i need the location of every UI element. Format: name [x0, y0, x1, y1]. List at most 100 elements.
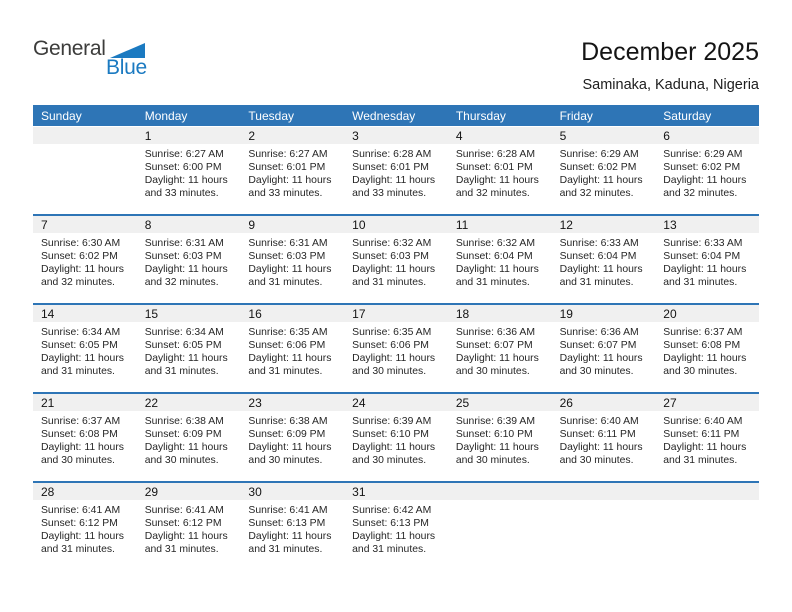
day-cell-7: 7 Sunrise: 6:30 AM Sunset: 6:02 PM Daylight… [33, 216, 137, 303]
weekday-header-sunday: Sunday [41, 108, 82, 123]
day-daylight-line1: Daylight: 11 hours [248, 264, 332, 275]
day-sunset: Sunset: 6:04 PM [455, 251, 533, 262]
weekday-header-friday: Friday [559, 108, 593, 123]
day-sunset: Sunset: 6:03 PM [352, 251, 429, 262]
day-sunrise: Sunrise: 6:33 AM [559, 238, 639, 249]
day-sunset: Sunset: 6:10 PM [352, 429, 429, 440]
day-cell-20: 20 Sunrise: 6:37 AM Sunset: 6:08 PM Dayligh… [655, 305, 759, 392]
logo-word-blue: Blue [106, 56, 147, 79]
day-cell-1: 1 Sunrise: 6:27 AM Sunset: 6:00 PM Daylight… [136, 127, 241, 214]
day-details: Sunrise: 6:29 AM Sunset: 6:02 PM Daylight:… [655, 144, 759, 200]
day-daylight-line1: Daylight: 11 hours [144, 264, 228, 275]
day-daylight-line2: and 30 minutes. [559, 366, 634, 377]
day-sunset: Sunset: 6:11 PM [663, 429, 740, 440]
day-daylight-line2: and 31 minutes. [248, 544, 323, 555]
day-daylight-line2: and 33 minutes. [352, 188, 427, 199]
day-number-band: 10 [344, 216, 448, 233]
day-number-band: 31 [344, 483, 448, 500]
day-number-band: 2 [240, 127, 345, 144]
day-number-band: 23 [240, 394, 345, 411]
day-cell-empty [551, 483, 656, 570]
day-cell-29: 29 Sunrise: 6:41 AM Sunset: 6:12 PM Dayligh… [136, 483, 241, 570]
day-details: Sunrise: 6:36 AM Sunset: 6:07 PM Daylight:… [448, 322, 552, 378]
day-cell-12: 12 Sunrise: 6:33 AM Sunset: 6:04 PM Dayligh… [551, 216, 656, 303]
day-daylight-line1: Daylight: 11 hours [144, 175, 228, 186]
day-number-band: 25 [447, 394, 552, 411]
day-daylight-line2: and 32 minutes. [455, 188, 530, 199]
day-details: Sunrise: 6:29 AM Sunset: 6:02 PM Daylight:… [552, 144, 656, 200]
day-number-band [655, 483, 759, 500]
day-cell-23: 23 Sunrise: 6:38 AM Sunset: 6:09 PM Dayligh… [240, 394, 345, 481]
day-daylight-line2: and 33 minutes. [248, 188, 323, 199]
page-subtitle: Saminaka, Kaduna, Nigeria [582, 77, 759, 93]
day-sunset: Sunset: 6:09 PM [248, 429, 326, 440]
day-cell-9: 9 Sunrise: 6:31 AM Sunset: 6:03 PM Daylight… [240, 216, 345, 303]
day-sunrise: Sunrise: 6:41 AM [41, 505, 121, 516]
day-number-band: 22 [136, 394, 241, 411]
day-details: Sunrise: 6:32 AM Sunset: 6:04 PM Daylight:… [448, 233, 552, 289]
day-sunrise: Sunrise: 6:37 AM [41, 416, 121, 427]
day-daylight-line1: Daylight: 11 hours [455, 175, 539, 186]
general-blue-logo: General Blue [33, 37, 183, 83]
day-details: Sunrise: 6:41 AM Sunset: 6:13 PM Daylight:… [240, 500, 344, 556]
day-daylight-line1: Daylight: 11 hours [41, 442, 124, 453]
day-sunset: Sunset: 6:02 PM [663, 162, 741, 173]
day-number-band: 11 [447, 216, 552, 233]
day-number-band: 4 [447, 127, 552, 144]
day-daylight-line2: and 31 minutes. [352, 277, 427, 288]
day-number-band [33, 127, 137, 144]
day-cell-3: 3 Sunrise: 6:28 AM Sunset: 6:01 PM Daylight… [344, 127, 448, 214]
day-sunset: Sunset: 6:08 PM [41, 429, 118, 440]
day-cell-2: 2 Sunrise: 6:27 AM Sunset: 6:01 PM Daylight… [240, 127, 345, 214]
day-daylight-line2: and 30 minutes. [144, 455, 219, 466]
day-details: Sunrise: 6:40 AM Sunset: 6:11 PM Daylight:… [552, 411, 656, 467]
day-daylight-line2: and 32 minutes. [41, 277, 115, 288]
day-daylight-line1: Daylight: 11 hours [248, 175, 332, 186]
day-sunrise: Sunrise: 6:39 AM [455, 416, 535, 427]
weekday-header-monday: Monday [144, 108, 188, 123]
weekday-header-tuesday: Tuesday [248, 108, 295, 123]
day-daylight-line1: Daylight: 11 hours [352, 264, 436, 275]
day-cell-empty [447, 483, 552, 570]
day-cell-14: 14 Sunrise: 6:34 AM Sunset: 6:05 PM Dayligh… [33, 305, 137, 392]
day-number-band: 14 [33, 305, 137, 322]
day-sunrise: Sunrise: 6:27 AM [144, 149, 224, 160]
day-daylight-line1: Daylight: 11 hours [455, 264, 539, 275]
day-sunrise: Sunrise: 6:41 AM [248, 505, 328, 516]
day-sunset: Sunset: 6:03 PM [144, 251, 222, 262]
day-details: Sunrise: 6:38 AM Sunset: 6:09 PM Daylight:… [137, 411, 241, 467]
day-sunset: Sunset: 6:13 PM [352, 518, 429, 529]
day-details: Sunrise: 6:40 AM Sunset: 6:11 PM Daylight:… [655, 411, 759, 467]
calendar: Sunday Monday Tuesday Wednesday Thursday Frid… [33, 105, 759, 570]
day-daylight-line2: and 31 minutes. [248, 366, 323, 377]
day-cell-13: 13 Sunrise: 6:33 AM Sunset: 6:04 PM Dayligh… [655, 216, 759, 303]
day-cell-6: 6 Sunrise: 6:29 AM Sunset: 6:02 PM Daylight… [655, 127, 759, 214]
day-daylight-line2: and 31 minutes. [248, 277, 323, 288]
day-details: Sunrise: 6:38 AM Sunset: 6:09 PM Daylight:… [240, 411, 344, 467]
day-sunset: Sunset: 6:01 PM [455, 162, 533, 173]
day-daylight-line1: Daylight: 11 hours [663, 264, 747, 275]
day-number-band [551, 483, 656, 500]
day-number-band: 27 [655, 394, 759, 411]
day-daylight-line2: and 31 minutes. [144, 366, 219, 377]
day-cell-21: 21 Sunrise: 6:37 AM Sunset: 6:08 PM Dayligh… [33, 394, 137, 481]
day-daylight-line1: Daylight: 11 hours [144, 531, 228, 542]
day-number-band: 7 [33, 216, 137, 233]
day-daylight-line1: Daylight: 11 hours [663, 442, 747, 453]
day-daylight-line2: and 30 minutes. [41, 455, 115, 466]
weekday-header-saturday: Saturday [663, 108, 712, 123]
week-row: 28 Sunrise: 6:41 AM Sunset: 6:12 PM Dayligh… [33, 481, 759, 570]
day-number-band: 13 [655, 216, 759, 233]
day-daylight-line1: Daylight: 11 hours [663, 353, 747, 364]
day-cell-22: 22 Sunrise: 6:38 AM Sunset: 6:09 PM Dayligh… [136, 394, 241, 481]
day-details: Sunrise: 6:39 AM Sunset: 6:10 PM Daylight:… [448, 411, 552, 467]
day-details: Sunrise: 6:34 AM Sunset: 6:05 PM Daylight:… [33, 322, 137, 378]
day-details: Sunrise: 6:30 AM Sunset: 6:02 PM Daylight:… [33, 233, 137, 289]
day-number-band: 16 [240, 305, 345, 322]
day-sunrise: Sunrise: 6:34 AM [41, 327, 121, 338]
day-daylight-line2: and 30 minutes. [559, 455, 634, 466]
day-number-band: 28 [33, 483, 137, 500]
day-details: Sunrise: 6:33 AM Sunset: 6:04 PM Daylight:… [552, 233, 656, 289]
day-sunset: Sunset: 6:06 PM [352, 340, 429, 351]
day-number-band: 15 [136, 305, 241, 322]
